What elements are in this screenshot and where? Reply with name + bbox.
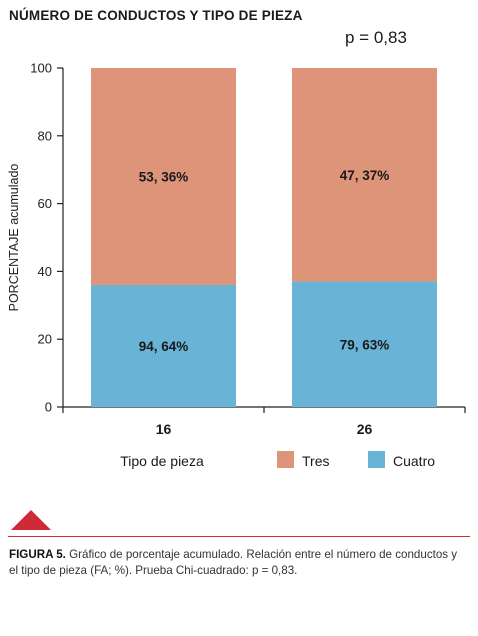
- bar-cuatro-16: [91, 284, 236, 407]
- bar-tres-16: [91, 68, 236, 285]
- data-label: 94, 64%: [139, 339, 189, 354]
- chart-title: NÚMERO DE CONDUCTOS Y TIPO DE PIEZA: [9, 8, 303, 23]
- y-axis-label: PORCENTAJE acumulado: [7, 164, 21, 312]
- y-tick-label: 0: [45, 400, 52, 415]
- caption-divider: [8, 536, 470, 537]
- figure-caption: FIGURA 5. Gráfico de porcentaje acumulad…: [9, 547, 468, 579]
- y-tick-label: 80: [38, 128, 52, 143]
- legend-label-cuatro: Cuatro: [393, 453, 435, 469]
- data-label: 79, 63%: [340, 337, 390, 352]
- legend-swatch-tres: [277, 451, 294, 468]
- figure-label: FIGURA 5.: [9, 548, 66, 561]
- figure-caption-text: Gráfico de porcentaje acumulado. Relació…: [9, 548, 458, 577]
- data-label: 53, 36%: [139, 169, 189, 184]
- legend-label-tres: Tres: [302, 453, 329, 469]
- x-tick-label: 16: [156, 421, 172, 437]
- stacked-bar-chart: 0 20 40 60 80 100 PORCENTAJE acumulado 94, 64% 5…: [7, 61, 466, 469]
- y-tick-label: 40: [38, 264, 52, 279]
- triangle-marker-icon: [11, 510, 51, 530]
- y-tick-label: 20: [38, 332, 52, 347]
- bar-tres-26: [292, 68, 437, 282]
- x-tick-label: 26: [357, 421, 373, 437]
- y-tick-label: 60: [38, 196, 52, 211]
- bar-cuatro-26: [292, 281, 437, 407]
- x-axis-label: Tipo de pieza: [120, 453, 204, 469]
- legend-swatch-cuatro: [368, 451, 385, 468]
- data-label: 47, 37%: [340, 168, 390, 183]
- y-tick-label: 100: [30, 61, 52, 76]
- p-value-annotation: p = 0,83: [345, 28, 407, 47]
